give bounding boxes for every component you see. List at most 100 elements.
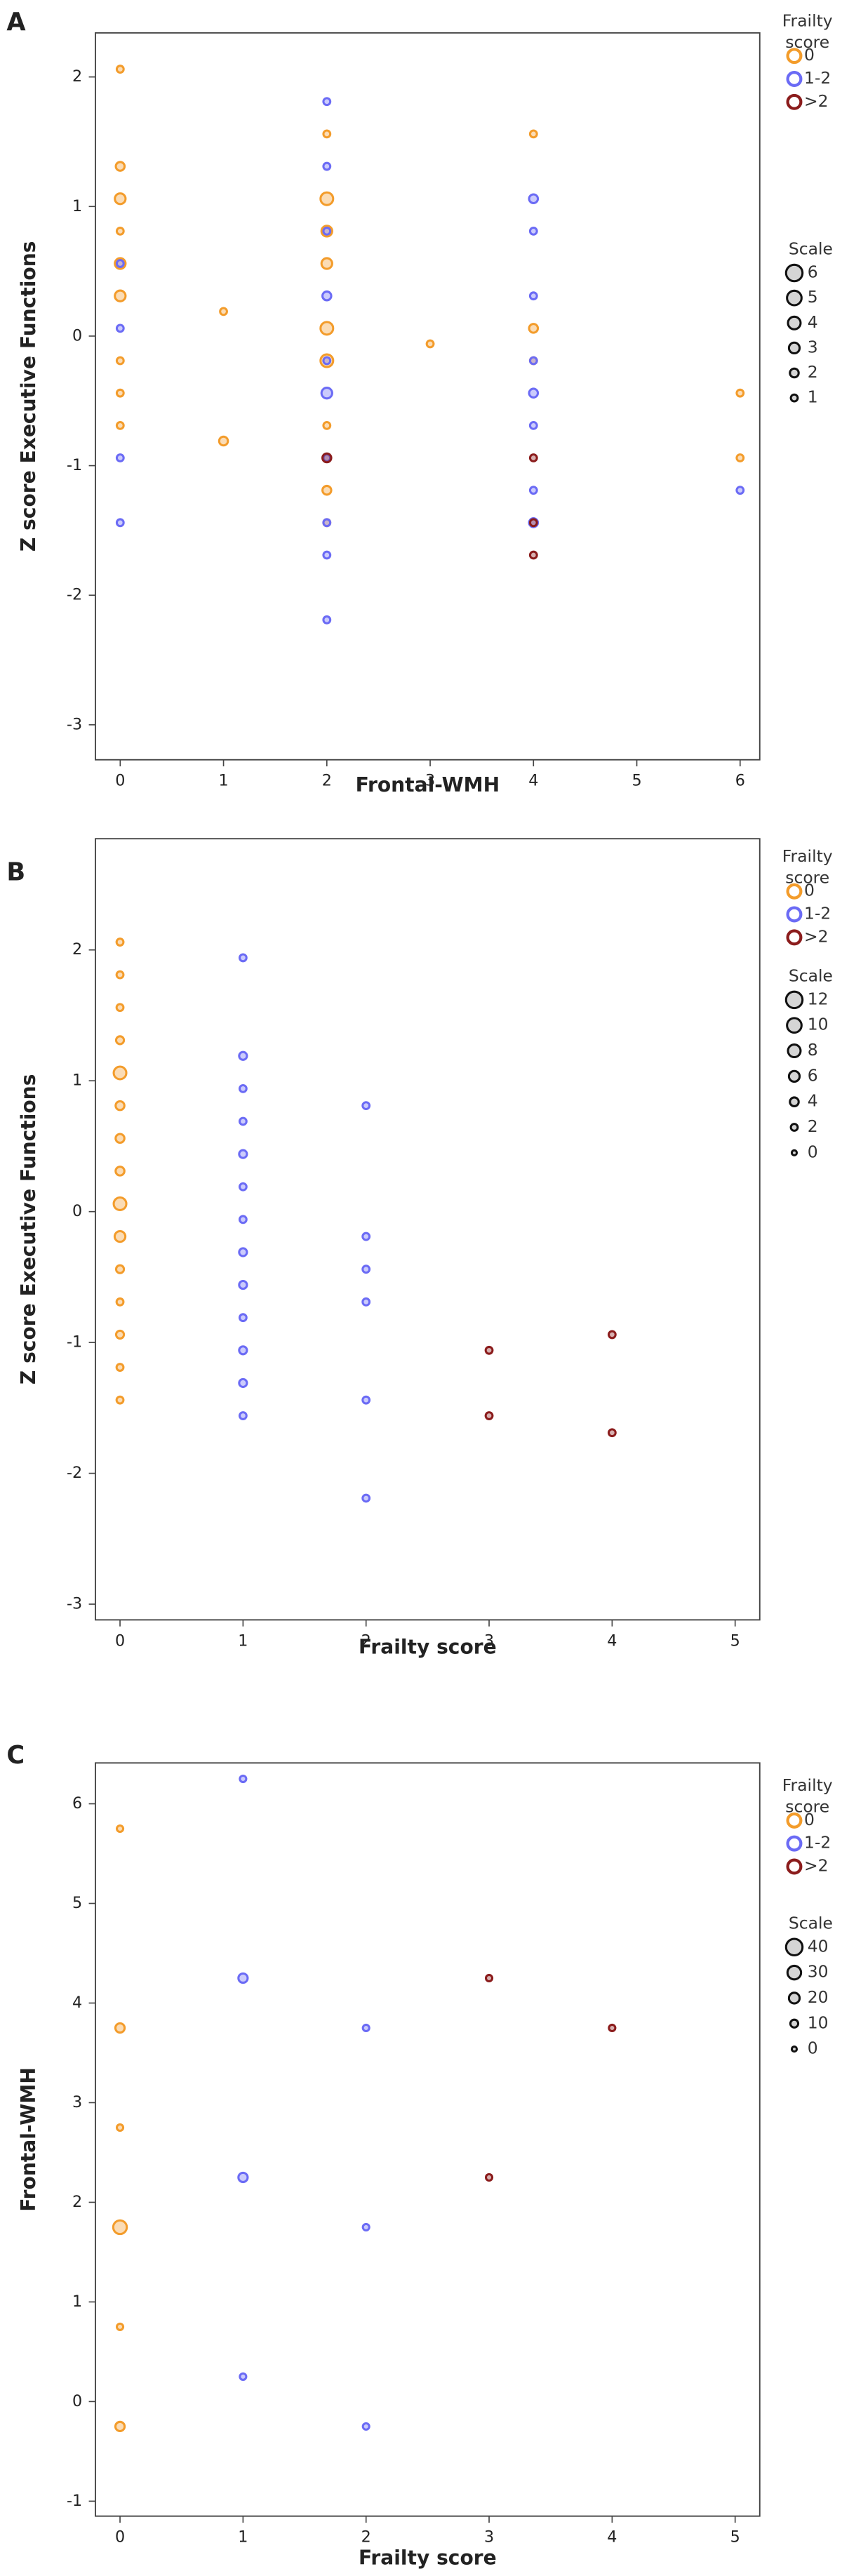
x-axis-title: Frontal-WMH — [356, 773, 500, 796]
bubble — [361, 1232, 371, 1241]
bubble — [322, 420, 332, 430]
bubble — [239, 2372, 248, 2381]
y-tick-label: -1 — [67, 1333, 82, 1352]
legend-label: 0 — [804, 45, 815, 65]
size-legend-swatch — [790, 1149, 798, 1156]
bubble — [115, 1824, 125, 1834]
legend-swatch — [786, 1858, 803, 1875]
x-tick-label: 1 — [238, 1631, 248, 1650]
y-tick-label: -2 — [67, 1464, 82, 1482]
bubble — [319, 191, 335, 206]
bubble — [115, 65, 125, 74]
y-tick-label: 0 — [72, 1202, 82, 1220]
x-tick-label: 5 — [730, 2528, 740, 2547]
size-legend-label: 6 — [808, 262, 818, 282]
bubble — [322, 226, 332, 236]
legend-label: >2 — [804, 926, 829, 946]
legend-swatch — [786, 1812, 803, 1829]
bubble — [361, 1493, 371, 1503]
bubble — [114, 1329, 126, 1340]
size-legend-label: 1 — [808, 387, 818, 407]
legend-label: 1-2 — [804, 904, 831, 923]
bubble — [735, 388, 745, 398]
bubble — [115, 518, 125, 528]
bubble — [322, 97, 332, 107]
size-legend-title: Scale — [789, 239, 833, 259]
x-tick-label: 1 — [218, 772, 228, 790]
y-tick-label: 0 — [72, 2392, 82, 2410]
bubble — [528, 129, 538, 139]
bubble — [484, 1345, 494, 1355]
bubble — [115, 970, 125, 980]
y-tick-label: 2 — [72, 940, 82, 959]
size-legend-label: 4 — [808, 1091, 818, 1111]
legend-swatch — [786, 93, 803, 110]
bubble — [115, 226, 125, 236]
y-tick-label: 1 — [72, 1072, 82, 1090]
bubble — [322, 356, 332, 366]
bubble — [115, 1003, 125, 1013]
bubble — [238, 1345, 248, 1356]
x-axis-title: Frailty score — [359, 2547, 497, 2570]
y-tick-label: 6 — [72, 1794, 82, 1813]
bubble — [238, 1411, 248, 1420]
bubble — [238, 1116, 248, 1126]
bubble — [608, 2023, 617, 2033]
x-tick-label: 1 — [238, 2528, 248, 2547]
legend-swatch — [786, 929, 803, 946]
size-legend-swatch — [789, 1096, 800, 1107]
y-tick-label: 0 — [72, 326, 82, 345]
bubble — [115, 388, 125, 398]
size-legend-label: 5 — [808, 287, 818, 307]
bubble — [322, 129, 332, 139]
size-legend-swatch — [784, 1937, 804, 1957]
size-legend-swatch — [786, 289, 803, 307]
x-axis-title: Frailty score — [359, 1635, 497, 1658]
bubble — [114, 192, 127, 206]
bubble — [528, 550, 538, 560]
bubble — [322, 518, 332, 528]
legend-swatch — [786, 48, 803, 65]
bubble — [219, 307, 228, 316]
size-legend-title: Scale — [789, 1913, 833, 1933]
bubble — [528, 356, 538, 366]
size-legend-label: 12 — [808, 989, 829, 1008]
bubble — [528, 453, 538, 462]
bubble — [115, 259, 125, 268]
bubble — [238, 1313, 248, 1323]
x-tick-label: 4 — [607, 2528, 617, 2547]
x-tick-label: 2 — [361, 2528, 371, 2547]
size-legend-swatch — [787, 1991, 801, 2005]
size-legend-swatch — [787, 1069, 801, 1083]
bubble — [320, 387, 333, 400]
bubble — [239, 1774, 248, 1784]
bubble — [115, 2322, 125, 2331]
y-axis-title: Z score Executive Functions — [17, 241, 40, 552]
legend-title: Frailty score — [782, 1777, 833, 1817]
legend-swatch — [786, 883, 803, 900]
bubble — [321, 452, 333, 464]
bubble — [321, 484, 333, 496]
bubble — [115, 1297, 125, 1307]
bubble — [114, 289, 127, 302]
bubble — [218, 435, 229, 447]
bubble — [114, 1264, 126, 1274]
plot-frame — [95, 1762, 761, 2517]
bubble — [238, 953, 248, 963]
x-tick-label: 2 — [322, 772, 332, 790]
size-legend-swatch — [789, 2018, 800, 2029]
bubble — [484, 1411, 494, 1420]
bubble — [112, 1196, 128, 1211]
bubble — [115, 453, 125, 462]
x-tick-label: 6 — [735, 772, 745, 790]
plot-frame — [95, 32, 761, 761]
bubble — [361, 2023, 370, 2033]
y-tick-label: -1 — [67, 2492, 82, 2510]
x-tick-label: 3 — [425, 772, 435, 790]
bubble — [112, 1065, 128, 1081]
size-legend-swatch — [786, 1964, 803, 1981]
bubble — [114, 1166, 126, 1177]
x-tick-label: 3 — [484, 2528, 494, 2547]
y-tick-label: 2 — [72, 2193, 82, 2211]
